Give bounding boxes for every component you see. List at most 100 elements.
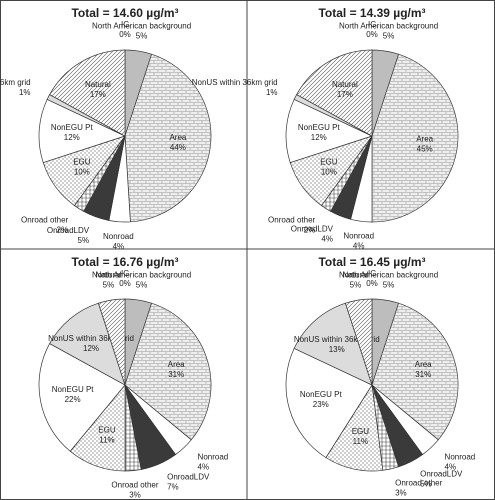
value-label: 44% (170, 143, 186, 152)
slice-label: IC (368, 20, 376, 29)
value-label: 3% (129, 491, 141, 500)
value-label: 4% (198, 462, 210, 471)
value-label: 45% (417, 144, 433, 153)
slice-pattern (125, 385, 142, 471)
slice-pattern (372, 54, 459, 223)
value-label: 5% (383, 280, 395, 289)
slice-label: Onroad other (21, 216, 68, 225)
slice-pattern (345, 299, 372, 385)
slice-pattern (125, 54, 211, 222)
value-label: 2% (304, 226, 316, 235)
slice-label: Area (169, 133, 186, 142)
slice-label: OnroadLDV (291, 225, 334, 234)
slice-label: IC (368, 269, 376, 278)
slice-pattern (372, 303, 458, 440)
value-label: 1% (19, 88, 31, 97)
value-label: 4% (321, 235, 333, 244)
value-label: 5% (420, 480, 432, 489)
slice-label: OnroadLDV (47, 226, 90, 235)
slice-pattern (43, 136, 126, 206)
slice-label: NonEGU Pt (300, 390, 343, 399)
slice-pattern (98, 299, 125, 385)
slice-pattern (125, 303, 212, 440)
slice-pattern (325, 385, 383, 471)
slice-pattern (49, 50, 125, 136)
value-label: 12% (83, 344, 99, 353)
slice-label: NonEGU Pt (298, 123, 341, 132)
slice-label: Natural (343, 270, 369, 279)
slice-label: EGU (73, 157, 91, 166)
value-label: 11% (353, 437, 368, 446)
slice-label: Area (415, 360, 432, 369)
slice-label: IC (121, 269, 129, 278)
slice-pattern (74, 136, 125, 212)
slice-label: Area (416, 134, 433, 143)
value-label: 4% (353, 241, 365, 250)
slice-label: OnroadLDV (420, 470, 463, 479)
slice-label: Nonroad (445, 452, 476, 461)
value-label: 4% (445, 462, 457, 471)
value-label: 3% (395, 489, 407, 498)
value-label: 10% (321, 167, 337, 176)
value-label: 13% (329, 345, 345, 354)
pie-slice (38, 98, 126, 164)
value-label: 0% (119, 30, 131, 39)
slice-label: Onroad other (395, 479, 442, 488)
value-label: 5% (383, 31, 395, 40)
slice-label: Nonroad (198, 452, 229, 461)
value-label: 7% (167, 482, 179, 491)
value-label: 5% (103, 280, 115, 289)
slice-label: North American background (92, 270, 191, 279)
slice-label: NonUS within 36km grid (0, 78, 31, 87)
slice-label: NonEGU Pt (52, 385, 95, 394)
value-label: 2% (57, 226, 69, 235)
value-label: 5% (136, 31, 148, 40)
slice-label: OnroadLDV (167, 472, 210, 481)
slice-pattern (290, 136, 372, 206)
slice-label: Area (168, 360, 185, 369)
value-label: 17% (90, 90, 106, 99)
value-label: 22% (65, 395, 81, 404)
slice-label: NonUS within 36km grid (192, 78, 278, 87)
value-label: 5% (78, 236, 90, 245)
value-label: 11% (99, 435, 114, 444)
pie-slice (38, 343, 126, 452)
value-label: 12% (64, 133, 80, 142)
slice-label: Onroad other (268, 216, 315, 225)
value-label: 1% (266, 88, 278, 97)
chart-title: Total = 14.39 µg/m³ (318, 6, 425, 20)
slice-label: Natural (85, 80, 111, 89)
chart-title: Total = 16.45 µg/m³ (318, 255, 425, 269)
slice-pattern (296, 50, 372, 136)
slice-label: North American background (339, 21, 438, 30)
slice-pattern (321, 136, 372, 212)
slice-label: North American background (92, 21, 191, 30)
value-label: 5% (136, 280, 148, 289)
value-label: 4% (113, 242, 125, 251)
slice-label: EGU (320, 157, 338, 166)
slice-label: NonUS within 36km grid (48, 334, 134, 343)
slice-label: EGU (352, 427, 370, 436)
chart-title: Total = 16.76 µg/m³ (71, 255, 178, 269)
slice-label: North American background (339, 270, 438, 279)
slice-pattern (372, 385, 399, 471)
value-label: 0% (366, 30, 378, 39)
value-label: 31% (415, 370, 431, 379)
slice-label: Nonroad (103, 232, 134, 241)
pie-slice (285, 347, 373, 459)
slice-label: IC (121, 20, 129, 29)
value-label: 31% (168, 370, 184, 379)
pie-slice (49, 302, 126, 386)
pie-slice (293, 302, 373, 386)
pie-slice (285, 98, 373, 164)
slice-label: Onroad other (111, 481, 158, 490)
value-label: 10% (74, 167, 90, 176)
slice-label: NonUS within 36km grid (294, 335, 380, 344)
slice-label: Natural (332, 80, 358, 89)
slice-label: EGU (98, 425, 116, 434)
value-label: 12% (311, 133, 327, 142)
value-label: 23% (313, 400, 329, 409)
slice-pattern (70, 385, 125, 471)
